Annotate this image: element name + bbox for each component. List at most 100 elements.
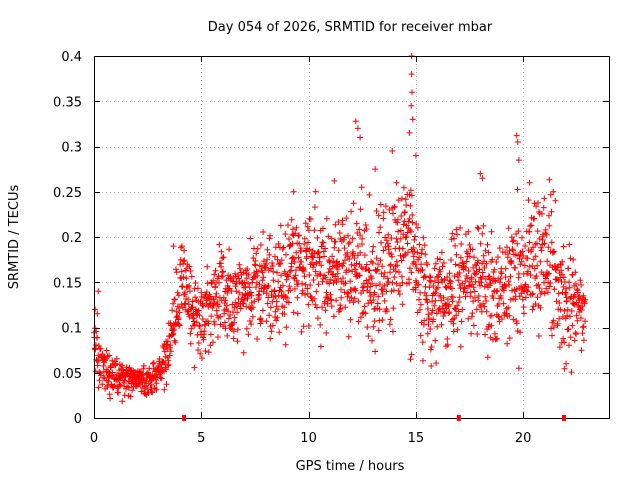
data-point	[580, 337, 587, 344]
data-point	[483, 298, 490, 304]
data-point	[505, 304, 512, 311]
data-point	[364, 324, 371, 331]
data-point	[542, 226, 549, 233]
data-point	[518, 258, 525, 265]
data-point	[173, 266, 179, 273]
data-point	[246, 284, 253, 291]
data-point	[299, 280, 305, 287]
data-point	[573, 281, 579, 287]
data-point	[466, 241, 473, 248]
data-point	[527, 223, 534, 230]
data-point	[543, 231, 550, 238]
data-point	[449, 230, 456, 237]
data-point	[380, 215, 387, 222]
data-point	[433, 360, 440, 367]
data-point	[395, 197, 402, 204]
data-point	[566, 284, 573, 291]
data-point	[113, 355, 120, 362]
data-point	[92, 342, 99, 348]
data-point	[472, 294, 478, 301]
data-point	[440, 313, 447, 319]
data-point	[95, 384, 102, 391]
data-point	[483, 281, 490, 288]
data-point	[199, 355, 205, 362]
data-point	[426, 315, 432, 322]
data-point	[497, 275, 504, 282]
data-point	[582, 318, 588, 325]
data-point	[187, 330, 194, 337]
data-point	[200, 303, 207, 309]
data-point	[515, 365, 522, 372]
data-point	[408, 228, 414, 235]
data-point	[346, 239, 353, 246]
data-point	[546, 222, 553, 229]
data-point	[381, 269, 388, 276]
data-point	[556, 300, 563, 306]
data-point	[580, 292, 587, 299]
data-point	[332, 221, 339, 228]
data-point	[534, 228, 541, 235]
data-point	[267, 232, 273, 239]
data-point	[422, 251, 429, 258]
data-point	[479, 175, 486, 182]
data-point	[208, 280, 215, 287]
data-point	[346, 256, 353, 262]
data-point	[533, 273, 540, 280]
data-point	[463, 258, 470, 265]
data-point	[361, 280, 367, 287]
data-point	[483, 308, 490, 315]
data-point	[311, 204, 318, 211]
data-point	[446, 309, 453, 316]
data-point	[561, 365, 568, 372]
data-point	[318, 262, 325, 269]
data-point	[560, 243, 567, 250]
data-point	[163, 381, 170, 388]
data-point	[328, 303, 335, 310]
data-point	[408, 102, 415, 109]
data-point	[438, 321, 445, 328]
data-point	[525, 284, 532, 291]
data-point	[508, 258, 515, 265]
data-point	[335, 275, 342, 282]
data-point	[490, 295, 497, 302]
data-point	[434, 323, 441, 330]
data-point	[350, 299, 357, 306]
data-point	[293, 267, 299, 274]
data-point	[429, 298, 436, 305]
data-point	[562, 290, 569, 297]
data-point	[294, 294, 301, 301]
data-point	[373, 255, 380, 262]
data-point	[473, 262, 480, 269]
data-point	[573, 331, 580, 337]
data-point	[559, 258, 566, 265]
data-point	[145, 390, 152, 396]
data-point	[339, 263, 346, 270]
data-point	[224, 290, 231, 296]
data-point	[500, 287, 507, 294]
data-point	[374, 266, 381, 273]
data-point	[272, 293, 279, 300]
data-point	[550, 317, 557, 324]
data-point	[491, 266, 498, 273]
data-point	[478, 279, 485, 286]
data-point	[450, 235, 457, 242]
data-point	[201, 328, 208, 335]
data-point	[519, 248, 526, 255]
data-point	[225, 315, 232, 322]
data-point	[167, 342, 174, 349]
data-point	[577, 277, 584, 284]
data-point	[269, 322, 276, 329]
data-point	[148, 381, 155, 388]
data-point	[324, 300, 331, 307]
data-point	[119, 362, 125, 369]
data-point	[469, 246, 476, 253]
data-point	[245, 271, 252, 278]
data-point	[298, 328, 305, 335]
data-point	[127, 393, 134, 400]
data-point	[561, 307, 568, 314]
data-point	[289, 231, 296, 238]
data-point	[258, 285, 265, 292]
data-point	[412, 286, 419, 293]
data-point	[557, 306, 564, 313]
data-point	[514, 186, 521, 193]
